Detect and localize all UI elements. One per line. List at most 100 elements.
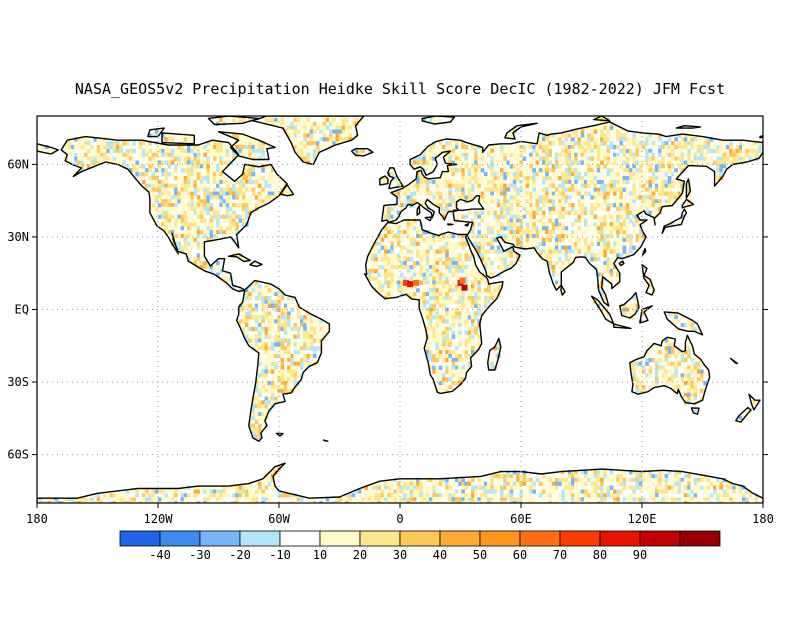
skill-cell: [300, 330, 304, 336]
skill-cell: [422, 268, 427, 274]
skill-cell: [593, 261, 598, 266]
skill-cell: [474, 214, 478, 219]
skill-cell: [625, 477, 630, 483]
skill-cell: [151, 164, 156, 169]
skill-cell: [683, 485, 688, 490]
skill-cell: [303, 129, 307, 134]
skill-cell: [512, 148, 517, 154]
skill-cell: [561, 477, 565, 483]
skill-cell: [280, 357, 285, 363]
skill-cell: [735, 489, 740, 494]
skill-cell: [312, 330, 317, 336]
skill-cell: [706, 145, 711, 150]
skill-cell: [161, 210, 165, 216]
skill-cell: [164, 179, 169, 185]
skill-cell: [390, 168, 394, 173]
skill-cell: [451, 323, 456, 328]
skill-cell: [500, 474, 504, 479]
skill-cell: [477, 145, 482, 150]
skill-cell: [445, 253, 449, 258]
skill-cell: [693, 385, 698, 390]
skill-cell: [638, 141, 643, 146]
skill-cell: [696, 381, 701, 386]
skill-cell: [232, 133, 236, 138]
skill-cell: [290, 326, 294, 332]
skill-cell: [696, 137, 701, 142]
skill-cell: [690, 485, 695, 490]
skill-cell: [74, 160, 78, 165]
skill-cell: [577, 474, 582, 479]
skill-cell: [516, 195, 520, 200]
skill-cell: [177, 133, 182, 138]
skill-cell: [571, 176, 575, 181]
skill-cell: [603, 176, 607, 181]
skill-cell: [422, 183, 427, 188]
skill-cell: [261, 408, 265, 413]
skill-cell: [438, 280, 443, 285]
skill-cell: [493, 156, 498, 161]
skill-cell: [393, 176, 398, 181]
skill-cell: [538, 164, 543, 169]
skill-cell: [400, 222, 404, 227]
skill-cell: [577, 191, 582, 196]
skill-cell: [590, 253, 595, 258]
skill-cell: [480, 299, 485, 305]
skill-cell: [593, 253, 598, 258]
skill-cell: [658, 206, 662, 212]
skill-cell: [706, 160, 711, 165]
skill-cell: [474, 311, 478, 316]
skill-cell: [551, 137, 556, 142]
skill-cell: [616, 145, 620, 150]
skill-cell: [161, 168, 165, 173]
skill-cell: [638, 152, 643, 158]
skill-cell: [390, 257, 394, 262]
skill-cell: [416, 164, 420, 169]
skill-cell: [241, 222, 246, 227]
skill-cell: [522, 168, 527, 173]
skill-cell: [638, 160, 643, 165]
skill-cell: [267, 396, 272, 401]
skill-cell: [306, 148, 311, 154]
skill-cell: [445, 385, 449, 390]
skill-cell: [412, 191, 417, 196]
skill-cell: [509, 489, 514, 494]
skill-cell: [151, 133, 156, 138]
skill-cell: [548, 226, 553, 231]
skill-cell: [199, 176, 204, 181]
skill-cell: [561, 176, 565, 181]
skill-cell: [403, 485, 407, 490]
skill-cell: [500, 176, 504, 181]
skill-cell: [690, 381, 695, 386]
skill-cell: [500, 261, 504, 266]
skill-cell: [577, 203, 582, 208]
skill-cell: [580, 485, 585, 490]
skill-cell: [74, 152, 78, 158]
skill-cell: [316, 145, 320, 150]
skill-cell: [129, 164, 133, 169]
skill-cell: [671, 365, 675, 370]
skill-cell: [548, 268, 553, 274]
skill-cell: [635, 160, 640, 165]
skill-cell: [287, 303, 291, 308]
skill-cell: [400, 245, 404, 250]
skill-cell: [606, 187, 611, 192]
skill-cell: [732, 160, 736, 165]
skill-cell: [658, 470, 662, 475]
skill-cell: [477, 477, 482, 483]
skill-cell: [432, 280, 436, 285]
skill-cell: [316, 319, 320, 324]
skill-cell: [506, 485, 511, 490]
skill-cell: [254, 288, 259, 293]
skill-cell: [567, 261, 572, 266]
skill-cell: [180, 249, 185, 254]
skill-cell: [603, 141, 607, 146]
skill-cell: [293, 326, 298, 332]
skill-cell: [642, 199, 646, 204]
skill-cell: [506, 172, 511, 177]
skill-cell: [425, 245, 430, 250]
skill-cell: [583, 222, 588, 227]
skill-cell: [390, 276, 394, 281]
skill-cell: [667, 338, 672, 343]
skill-cell: [451, 365, 456, 370]
skill-cell: [435, 179, 440, 185]
